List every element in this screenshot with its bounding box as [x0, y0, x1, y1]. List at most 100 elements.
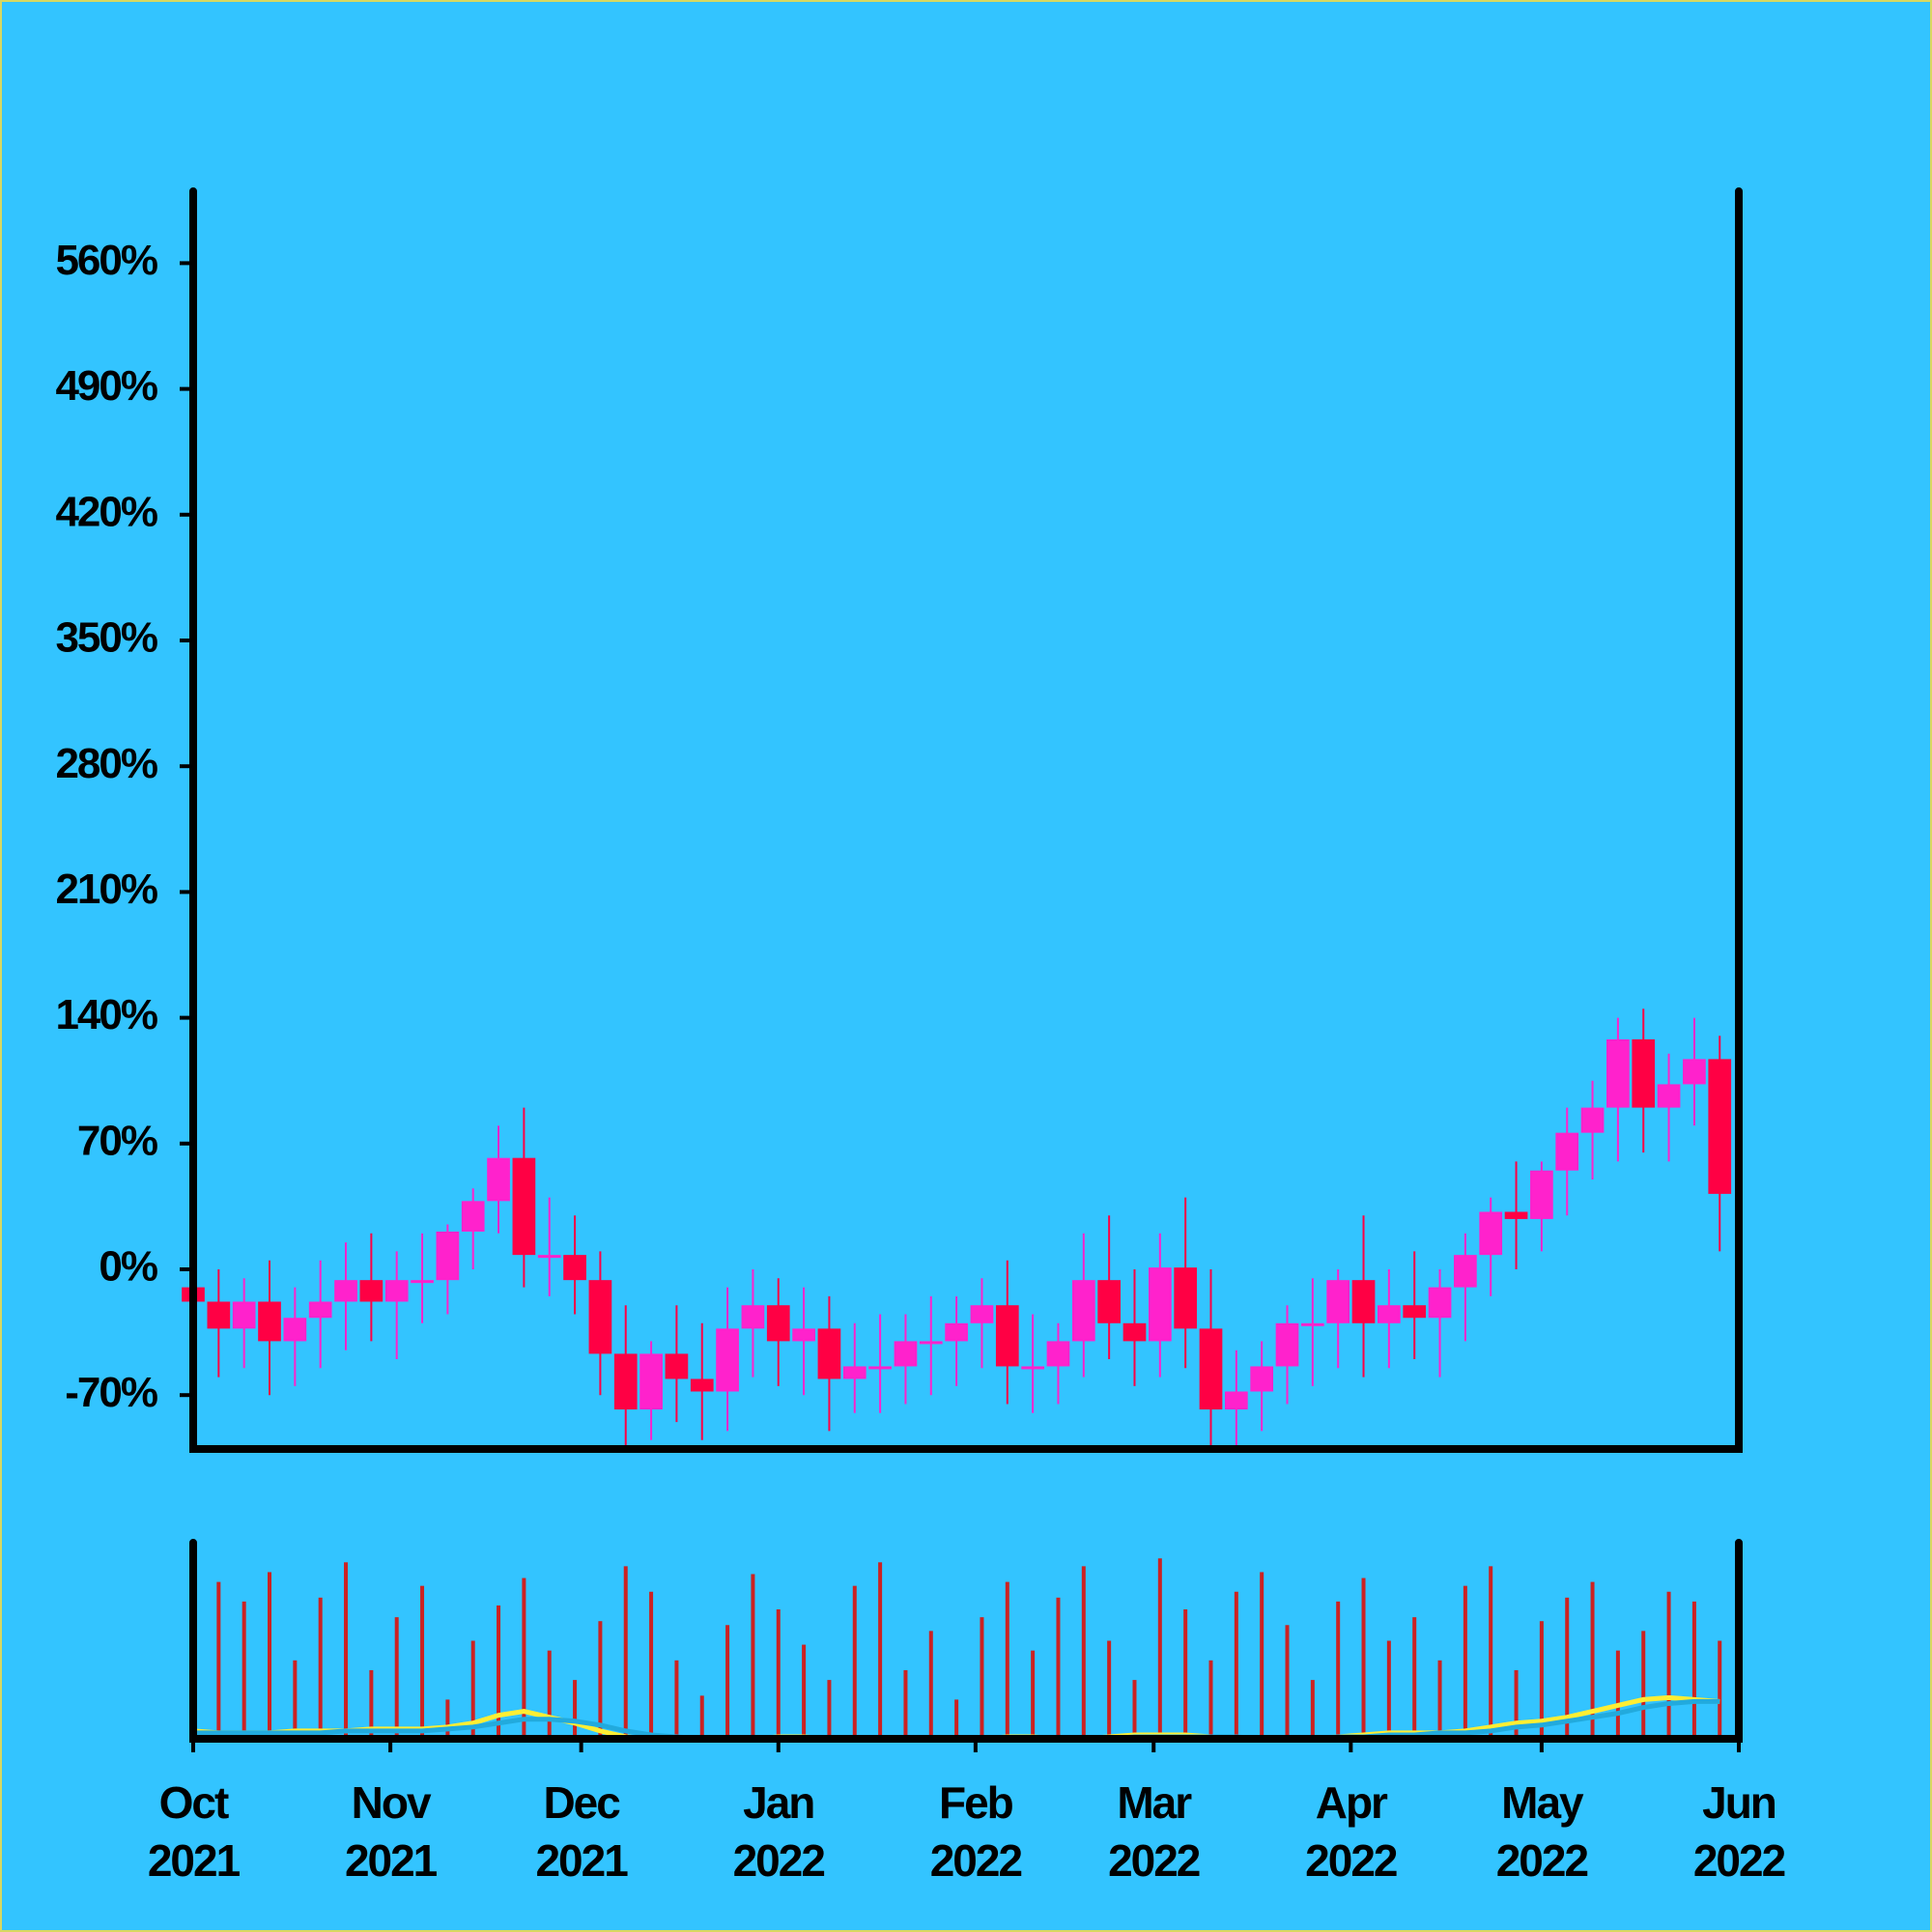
- candle-body: [970, 1305, 994, 1323]
- candle-body: [1454, 1255, 1477, 1288]
- volume-bar: [1132, 1680, 1137, 1739]
- volume-bar: [1081, 1566, 1086, 1739]
- candle-body: [1378, 1305, 1401, 1323]
- price-axes: [189, 187, 1743, 1453]
- candle-body: [1326, 1280, 1350, 1323]
- x-tick-label: Jun 2022: [1693, 1777, 1785, 1886]
- candle-body: [741, 1305, 765, 1329]
- volume-bar: [598, 1621, 603, 1739]
- x-tick-label: Mar 2022: [1108, 1777, 1200, 1886]
- volume-bar: [293, 1660, 298, 1739]
- volume-bar: [954, 1699, 959, 1739]
- volume-bar: [725, 1625, 730, 1739]
- volume-bar: [1691, 1601, 1696, 1739]
- candle-body: [1300, 1322, 1324, 1326]
- x-tick-label: May 2022: [1496, 1777, 1588, 1886]
- price-panel: [182, 1009, 1732, 1449]
- x-tick-label: Feb 2022: [930, 1777, 1022, 1886]
- volume-bar: [1718, 1640, 1722, 1739]
- y-tick-label: 210%: [55, 866, 156, 913]
- candle-body: [283, 1318, 307, 1342]
- candle-body: [1708, 1059, 1732, 1194]
- volume-bar: [674, 1660, 679, 1739]
- volume-bar: [1463, 1585, 1467, 1739]
- volume-bar: [1615, 1650, 1620, 1739]
- volume-panel: [191, 1558, 1722, 1742]
- volume-bar: [699, 1695, 704, 1739]
- y-tick-label: -70%: [65, 1369, 157, 1416]
- candle-body: [1250, 1366, 1274, 1392]
- volume-bar: [903, 1669, 908, 1739]
- y-tick-label: 490%: [55, 362, 156, 410]
- candle-body: [766, 1305, 790, 1342]
- volume-bar: [1310, 1680, 1315, 1739]
- candle-body: [334, 1280, 357, 1302]
- candle-body: [1479, 1211, 1503, 1256]
- candle-body: [359, 1280, 384, 1302]
- volume-bar: [1641, 1631, 1646, 1739]
- candle-body: [1530, 1170, 1553, 1219]
- candle-body: [1504, 1211, 1528, 1219]
- volume-bar: [1005, 1581, 1009, 1739]
- volume-bar: [1666, 1591, 1671, 1739]
- volume-axes: [189, 1539, 1743, 1743]
- volume-bar: [827, 1680, 832, 1739]
- candle-body: [690, 1378, 714, 1392]
- candle-body: [613, 1353, 638, 1410]
- volume-bar: [623, 1566, 628, 1739]
- candle-body: [639, 1353, 663, 1410]
- volume-bar: [1031, 1650, 1036, 1739]
- candle-body: [868, 1366, 892, 1370]
- volume-bar: [420, 1585, 425, 1739]
- candle-body: [1199, 1328, 1223, 1410]
- candle-body: [1224, 1391, 1248, 1410]
- volume-bar: [1260, 1572, 1264, 1739]
- y-tick-label: 70%: [77, 1117, 157, 1164]
- x-tick-label: Nov 2021: [345, 1777, 438, 1886]
- volume-bar: [1386, 1640, 1391, 1739]
- candle-body: [1428, 1287, 1452, 1319]
- candle-body: [1021, 1366, 1044, 1370]
- candle-body: [308, 1301, 332, 1319]
- candle-body: [842, 1366, 867, 1379]
- candle-body: [716, 1328, 739, 1392]
- candle-body: [1122, 1322, 1147, 1342]
- candle-body: [461, 1201, 485, 1232]
- volume-bar: [1285, 1625, 1290, 1739]
- y-tick-label: 420%: [55, 488, 156, 535]
- volume-bar: [497, 1605, 501, 1739]
- volume-bar: [980, 1617, 984, 1739]
- volume-bar: [1539, 1621, 1544, 1739]
- axes-frame: -70% 0% 70% 140% 210% 280% 350% 420% 490% 560% Oct…: [55, 187, 1787, 1886]
- candle-body: [512, 1157, 536, 1256]
- volume-bar: [1412, 1617, 1417, 1739]
- volume-bar: [1336, 1601, 1341, 1739]
- candle-body: [537, 1255, 561, 1259]
- volume-bar: [1514, 1669, 1519, 1739]
- candle-body: [995, 1305, 1019, 1367]
- candle-body: [384, 1280, 409, 1302]
- candle-body: [665, 1353, 689, 1379]
- candle-body: [1097, 1280, 1121, 1323]
- candle-body: [1683, 1059, 1706, 1085]
- candle-body: [1632, 1038, 1656, 1108]
- y-tick-label: 280%: [55, 740, 156, 787]
- candle-body: [1580, 1107, 1605, 1133]
- candle-body: [1403, 1305, 1427, 1319]
- x-tick-label: Dec 2021: [535, 1777, 628, 1886]
- volume-bar: [928, 1631, 933, 1739]
- candle-body: [919, 1341, 943, 1345]
- candle-body: [207, 1301, 231, 1329]
- candle-body: [411, 1280, 434, 1284]
- y-tick-label: 350%: [55, 614, 156, 662]
- candle-body: [945, 1322, 968, 1342]
- volume-bar: [547, 1650, 552, 1739]
- candle-body: [563, 1255, 586, 1281]
- volume-bar: [1157, 1558, 1162, 1739]
- volume-bar: [878, 1562, 883, 1739]
- volume-bar: [1565, 1597, 1570, 1739]
- volume-bar: [1489, 1566, 1493, 1739]
- candle-body: [487, 1157, 510, 1202]
